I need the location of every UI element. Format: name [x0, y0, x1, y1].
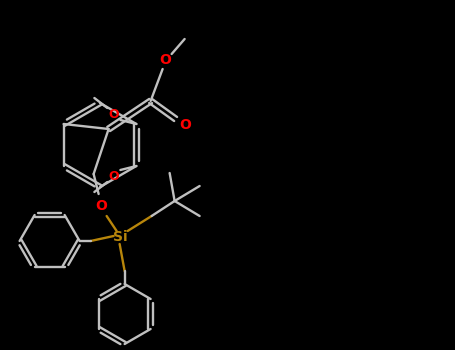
Text: O: O [180, 118, 192, 132]
Text: O: O [108, 107, 119, 120]
Text: O: O [160, 53, 172, 67]
Text: Si: Si [113, 230, 128, 244]
Text: O: O [108, 169, 119, 182]
Text: O: O [96, 199, 107, 213]
